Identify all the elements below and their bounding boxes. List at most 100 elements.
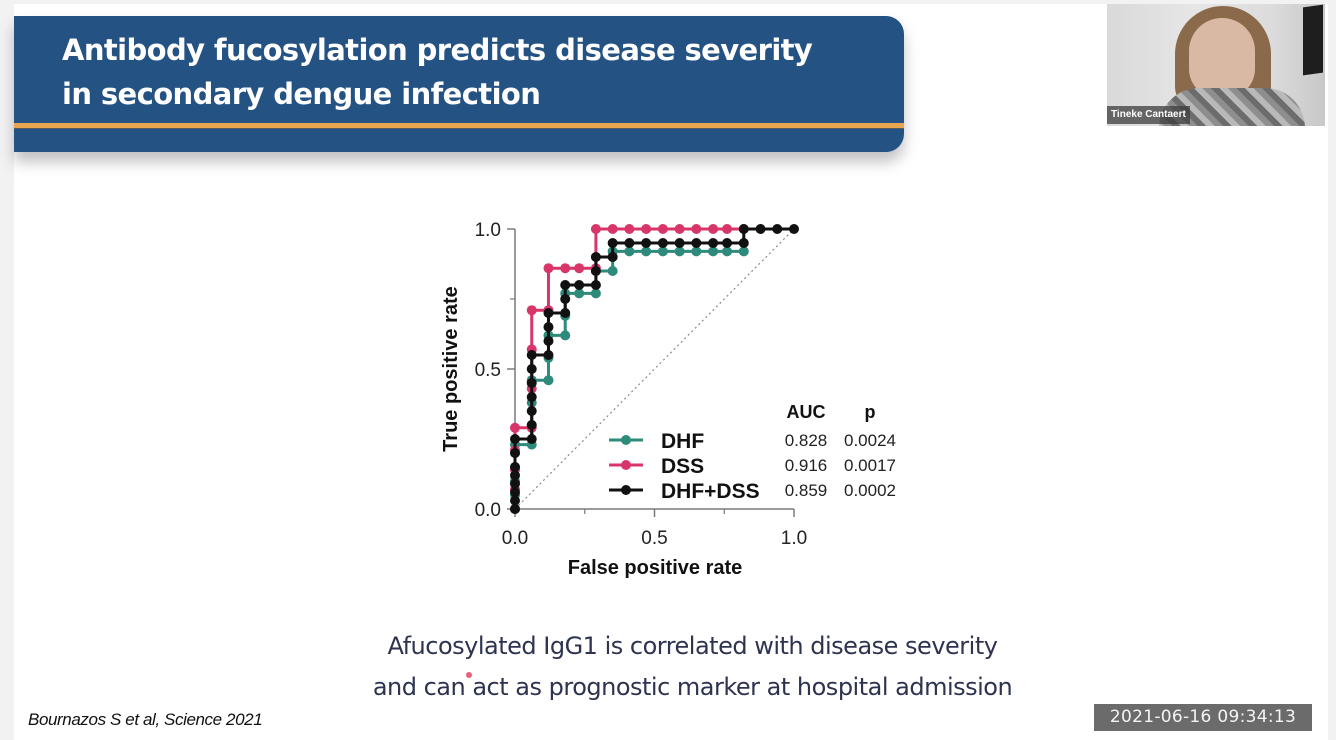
x-axis-label: False positive rate — [568, 557, 743, 579]
data-point-dss — [607, 224, 618, 234]
data-point-dhf — [657, 246, 668, 257]
chart-axes — [514, 228, 795, 510]
data-point-dhf-dss — [510, 487, 520, 498]
data-point-dhf-dss — [590, 280, 601, 290]
data-point-dhf — [738, 246, 749, 257]
series-layer — [510, 224, 799, 514]
y-tick-label: 1.0 — [475, 220, 501, 241]
legend-row-dhf: DHF 0.828 0.0024 — [609, 430, 896, 453]
data-point-dhf-dss — [510, 448, 520, 458]
data-point-dhf-dss — [738, 238, 749, 248]
mouse-pointer-indicator — [466, 672, 472, 678]
legend-swatch-marker — [621, 460, 631, 470]
data-point-dhf-dss — [543, 308, 554, 318]
x-tick-label: 0.5 — [641, 528, 667, 549]
slide-title-line-2: in secondary dengue infection — [62, 77, 541, 111]
data-point-dhf — [574, 288, 585, 299]
conclusion-line-2: and can act as prognostic marker at hosp… — [372, 673, 1013, 701]
data-point-dss — [722, 224, 733, 234]
series-line-dhf-dss — [513, 227, 794, 509]
data-point-dhf-dss — [526, 406, 537, 416]
data-point-dhf-dss — [624, 238, 635, 248]
data-point-dss — [674, 224, 685, 234]
webcam-video-tile[interactable]: Tineke Cantaert — [1107, 4, 1325, 126]
data-point-dhf-dss — [543, 336, 554, 346]
data-point-dss — [691, 224, 702, 234]
chart-legend: AUC p DHF 0.828 0.0024 DSS 0.916 0.0017 DHF+DS… — [609, 402, 896, 503]
data-point-dhf-dss — [526, 378, 537, 388]
data-point-dhf — [560, 330, 571, 341]
recording-timestamp: 2021-06-16 09:34:13 — [1094, 704, 1312, 731]
legend-row-dss: DSS 0.916 0.0017 — [609, 455, 896, 478]
axis-ticks: 0.0 0.5 1.0 0.0 0.5 1.0 — [475, 220, 808, 549]
x-tick-label: 1.0 — [781, 528, 807, 549]
data-point-dhf-dss — [574, 280, 585, 290]
legend-swatch-marker — [621, 435, 631, 445]
y-tick-label: 0.0 — [475, 500, 501, 521]
legend-series-name: DHF — [661, 430, 704, 453]
data-point-dhf-dss — [772, 224, 783, 234]
series-dhf-dss — [510, 224, 799, 514]
data-point-dhf — [641, 246, 652, 257]
data-point-dss — [510, 422, 520, 433]
data-point-dhf-dss — [657, 238, 668, 248]
data-point-dhf-dss — [510, 478, 520, 489]
data-point-dhf-dss — [526, 392, 537, 402]
slide-title: Antibody fucosylation predicts disease s… — [62, 28, 882, 116]
citation-text: Bournazos S et al, Science 2021 — [28, 710, 263, 729]
data-point-dss — [641, 224, 652, 234]
slide-conclusion: Afucosylated IgG1 is correlated with dis… — [300, 626, 1085, 708]
legend-series-name: DSS — [661, 455, 704, 478]
data-point-dhf-dss — [543, 350, 554, 360]
data-point-dhf-dss — [590, 252, 601, 262]
data-point-dhf-dss — [755, 224, 766, 234]
speaker-face — [1189, 18, 1255, 98]
legend-auc-value: 0.859 — [785, 481, 828, 500]
data-point-dss — [624, 224, 635, 234]
data-point-dhf-dss — [526, 434, 537, 444]
data-point-dss — [657, 224, 668, 234]
series-dhf — [510, 246, 749, 514]
data-point-dss — [574, 263, 585, 274]
title-accent-rule — [14, 123, 904, 129]
series-dss — [510, 224, 749, 514]
data-point-dhf — [607, 266, 618, 276]
chance-reference-line — [514, 228, 795, 510]
title-banner: Antibody fucosylation predicts disease s… — [14, 16, 904, 152]
data-point-dhf-dss — [510, 495, 520, 506]
data-point-dss — [560, 263, 571, 274]
data-point-dhf-dss — [510, 462, 520, 472]
data-point-dhf-dss — [560, 294, 571, 304]
data-point-dhf-dss — [560, 308, 571, 318]
data-point-dhf-dss — [691, 238, 702, 248]
data-point-dhf-dss — [722, 238, 733, 248]
data-point-dhf — [590, 288, 601, 299]
legend-p-value: 0.0002 — [844, 481, 896, 500]
data-point-dhf-dss — [526, 364, 537, 374]
data-point-dhf-dss — [607, 252, 618, 262]
data-point-dhf-dss — [510, 504, 520, 514]
data-point-dss — [526, 305, 537, 316]
legend-auc-value: 0.916 — [785, 456, 828, 475]
legend-header-p: p — [865, 402, 876, 422]
data-point-dhf-dss — [641, 238, 652, 248]
legend-row-dhf-dss: DHF+DSS 0.859 0.0002 — [609, 480, 896, 503]
slide-title-line-1: Antibody fucosylation predicts disease s… — [62, 33, 813, 67]
data-point-dhf-dss — [560, 280, 571, 290]
data-point-dhf — [674, 246, 685, 257]
data-point-dhf-dss — [789, 224, 799, 234]
data-point-dss — [708, 224, 719, 234]
data-point-dhf — [624, 246, 635, 257]
y-axis-label: True positive rate — [440, 286, 462, 452]
legend-series-name: DHF+DSS — [661, 480, 760, 503]
data-point-dhf-dss — [738, 224, 749, 234]
data-point-dhf-dss — [510, 470, 520, 481]
data-point-dss — [590, 224, 601, 234]
data-point-dhf-dss — [590, 266, 601, 276]
legend-auc-value: 0.828 — [785, 431, 828, 450]
data-point-dhf-dss — [543, 322, 554, 332]
legend-p-value: 0.0024 — [844, 431, 896, 450]
participant-name-label: Tineke Cantaert — [1107, 106, 1190, 124]
data-point-dhf-dss — [607, 238, 618, 248]
